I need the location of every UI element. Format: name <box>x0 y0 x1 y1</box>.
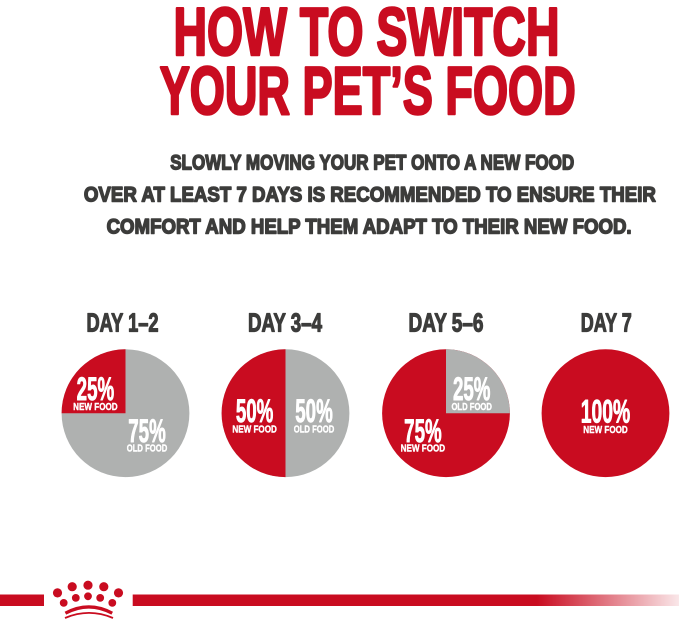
svg-text:OLD FOOD: OLD FOOD <box>451 402 492 413</box>
svg-text:DAY 3–4: DAY 3–4 <box>248 310 322 338</box>
svg-text:DAY 5–6: DAY 5–6 <box>409 310 484 338</box>
svg-text:75%: 75% <box>128 412 166 449</box>
svg-text:COMFORT AND HELP THEM ADAPT TO: COMFORT AND HELP THEM ADAPT TO THEIR NEW… <box>107 213 632 238</box>
svg-text:OVER AT LEAST 7 DAYS IS RECOMM: OVER AT LEAST 7 DAYS IS RECOMMENDED TO E… <box>84 181 656 206</box>
svg-text:25%: 25% <box>453 370 491 407</box>
svg-text:25%: 25% <box>77 370 115 407</box>
svg-text:50%: 50% <box>236 392 274 429</box>
svg-text:50%: 50% <box>295 392 333 429</box>
svg-text:NEW FOOD: NEW FOOD <box>232 424 277 435</box>
svg-text:OLD FOOD: OLD FOOD <box>127 444 168 455</box>
svg-text:100%: 100% <box>581 393 631 430</box>
svg-text:NEW FOOD: NEW FOOD <box>401 444 446 455</box>
svg-text:SLOWLY MOVING YOUR PET ONTO A: SLOWLY MOVING YOUR PET ONTO A NEW FOOD <box>170 150 574 175</box>
svg-text:DAY 7: DAY 7 <box>581 310 632 338</box>
svg-text:YOUR PET’S FOOD: YOUR PET’S FOOD <box>160 54 576 129</box>
svg-text:HOW TO SWITCH: HOW TO SWITCH <box>174 0 560 70</box>
svg-text:NEW FOOD: NEW FOOD <box>583 425 628 436</box>
svg-text:75%: 75% <box>404 412 442 449</box>
svg-text:NEW FOOD: NEW FOOD <box>73 402 118 413</box>
svg-text:DAY 1–2: DAY 1–2 <box>87 310 159 338</box>
svg-text:OLD FOOD: OLD FOOD <box>294 424 335 435</box>
